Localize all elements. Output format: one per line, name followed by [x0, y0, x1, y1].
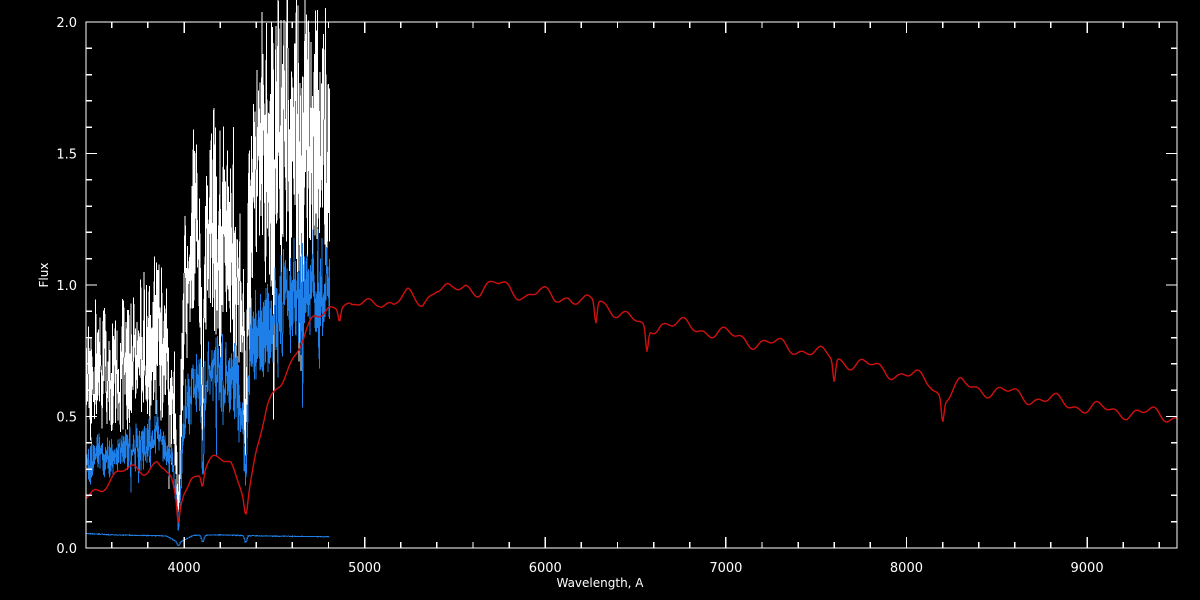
series-dereddened-spectrum-blue: [85, 228, 331, 531]
x-axis-label: Wavelength, A: [556, 576, 644, 590]
data-layer: [85, 0, 1178, 547]
y-axis-label: Flux: [37, 262, 51, 288]
y-tick-label: 0.0: [56, 542, 77, 557]
series-error-spectrum-blue: [85, 532, 330, 547]
spectrum-trace: [85, 0, 331, 514]
spectrum-trace: [85, 280, 1178, 523]
spectrum-trace: [85, 228, 331, 531]
x-tick-label: 5000: [348, 561, 381, 576]
axes-layer: [85, 21, 1178, 549]
y-tick-label: 0.5: [56, 411, 77, 426]
x-tick-label: 8000: [890, 561, 923, 576]
series-model-spectrum-red: [85, 280, 1178, 523]
x-tick-label: 7000: [709, 561, 742, 576]
tick-label-layer: 4000 5000 6000 7000 8000 9000 0.0 0.5 1.0 1.5 2.0: [56, 16, 1103, 576]
y-tick-label: 1.5: [56, 148, 77, 163]
x-tick-label: 9000: [1071, 561, 1104, 576]
y-tick-label: 2.0: [56, 16, 77, 31]
y-tick-label: 1.0: [56, 279, 77, 294]
series-observed-spectrum-white: [85, 0, 331, 514]
x-tick-label: 4000: [168, 561, 201, 576]
x-tick-label: 6000: [529, 561, 562, 576]
spectrum-trace: [85, 532, 330, 547]
